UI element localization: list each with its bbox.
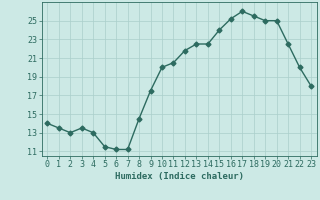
X-axis label: Humidex (Indice chaleur): Humidex (Indice chaleur) xyxy=(115,172,244,181)
